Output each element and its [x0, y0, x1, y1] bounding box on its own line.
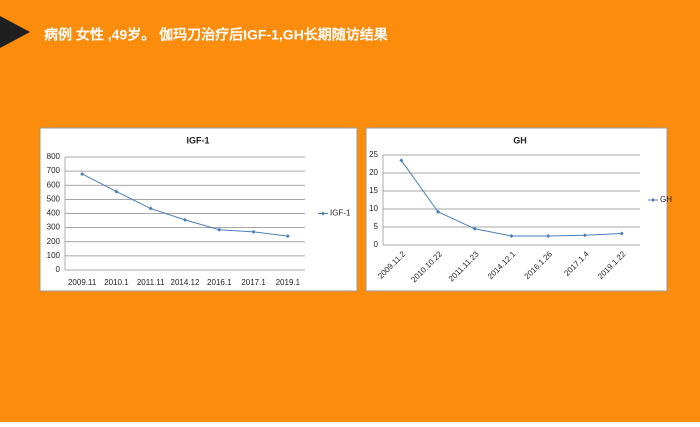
legend-label: IGF-1	[330, 209, 351, 218]
y-tick-label: 5	[374, 222, 379, 231]
y-tick-label: 200	[47, 237, 61, 246]
y-tick-label: 800	[47, 152, 61, 161]
legend-label: GH	[660, 195, 672, 204]
x-tick-label: 2017.1	[241, 278, 266, 287]
x-tick-label: 2016.1	[207, 278, 232, 287]
chart-title: GH	[513, 135, 527, 145]
data-point	[619, 231, 624, 236]
data-point	[80, 171, 85, 176]
x-tick-label: 2019.1	[276, 278, 301, 287]
y-tick-label: 0	[374, 240, 379, 249]
chart-box	[365, 127, 668, 292]
legend-marker	[321, 211, 325, 216]
x-tick-label: 2011.11	[137, 278, 165, 287]
data-point	[509, 234, 514, 238]
chart-title: IGF-1	[186, 135, 209, 145]
y-tick-label: 600	[47, 180, 61, 189]
y-tick-label: 700	[47, 166, 61, 175]
y-tick-label: 300	[47, 223, 61, 232]
x-tick-label: 2009.11	[68, 278, 97, 287]
data-point	[399, 158, 404, 163]
y-tick-label: 400	[47, 209, 61, 218]
data-point	[436, 209, 441, 214]
data-point	[217, 227, 222, 232]
slide-title: 病例 女性 ,49岁。 伽玛刀治疗后IGF-1,GH长期随访结果	[44, 27, 389, 43]
y-tick-label: 15	[369, 186, 378, 195]
y-tick-label: 500	[47, 194, 61, 203]
x-tick-label: 2014.12	[171, 278, 200, 287]
legend-marker	[651, 198, 655, 202]
y-tick-label: 10	[369, 204, 378, 213]
y-tick-label: 0	[56, 265, 61, 274]
data-point	[472, 226, 477, 231]
data-point	[582, 233, 587, 238]
y-tick-label: 100	[47, 251, 61, 260]
data-point	[251, 229, 256, 234]
data-point	[183, 217, 187, 222]
corner-triangle	[0, 16, 30, 48]
chart-box	[39, 127, 358, 292]
data-point	[546, 234, 551, 238]
y-tick-label: 20	[369, 168, 378, 177]
data-point	[285, 234, 290, 239]
x-tick-label: 2010.1	[104, 278, 129, 287]
y-tick-label: 25	[369, 150, 378, 159]
data-point	[148, 206, 153, 211]
data-point	[114, 189, 119, 194]
